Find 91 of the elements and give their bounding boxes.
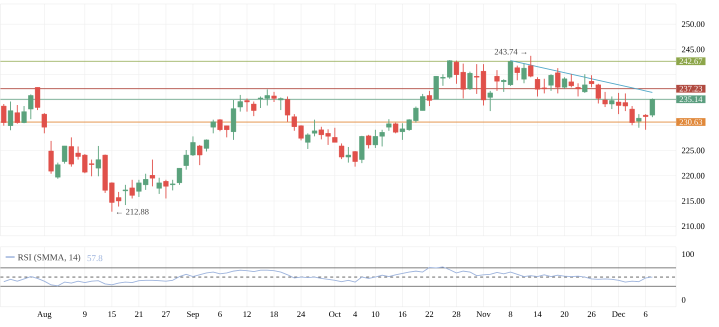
candlestick (568, 74, 574, 88)
annotation: 57.8 (88, 255, 102, 262)
annotation: ← 212.88 (116, 208, 149, 215)
x-tick-label: 4 (353, 311, 358, 318)
x-tick-label: 6 (644, 311, 648, 318)
y-tick-label: 220.00 (682, 172, 704, 179)
x-tick-label: 14 (534, 311, 542, 318)
x-tick-label: 20 (560, 311, 568, 318)
candlestick (346, 146, 351, 164)
candlestick (96, 146, 102, 177)
candlestick (170, 179, 176, 191)
x-tick-label: 21 (135, 311, 143, 318)
candlestick (555, 68, 560, 94)
x-tick-label: 16 (398, 311, 406, 318)
x-tick-label: Dec (612, 311, 626, 318)
candlestick (284, 96, 290, 122)
candlestick (156, 177, 162, 194)
y-tick-label: 250.00 (682, 21, 704, 28)
candlestick (636, 114, 642, 128)
x-tick-label: 10 (372, 311, 380, 318)
x-tick-label: Nov (476, 311, 491, 318)
x-tick-label: Aug (37, 311, 52, 319)
candlestick (494, 70, 500, 92)
x-tick-label: 26 (588, 311, 596, 318)
legend-label: RSI (SMMA, 14) (18, 254, 80, 262)
candlestick (14, 104, 20, 124)
candlestick (1, 104, 6, 126)
candlestick (21, 106, 27, 124)
candlestick (48, 140, 54, 174)
x-tick-label: 18 (270, 311, 278, 318)
candlestick (34, 86, 40, 111)
candlestick (338, 143, 344, 160)
candlestick (596, 83, 601, 104)
ref-line-label: 230.63 (680, 119, 702, 126)
candlestick (210, 119, 216, 134)
candlestick (204, 139, 210, 152)
candlestick (305, 132, 310, 150)
x-tick-label: 28 (452, 311, 460, 318)
x-tick-label: 24 (297, 311, 306, 318)
candlestick (386, 118, 392, 132)
x-tick-label: Sep (187, 311, 199, 319)
candlestick (575, 82, 581, 97)
y-tick-label: 0 (682, 297, 686, 303)
candlestick (642, 114, 648, 130)
candlestick (8, 101, 14, 131)
x-tick-label: 12 (244, 311, 251, 318)
x-tick-label: 15 (108, 311, 116, 318)
candlestick (588, 74, 594, 88)
x-tick-label: 22 (426, 311, 434, 318)
candlestick (426, 90, 432, 107)
candlestick (393, 122, 398, 134)
annotation: 243.74 → (494, 48, 526, 55)
candlestick (251, 101, 256, 117)
candlestick (244, 98, 250, 112)
ref-line-label: 237.23 (680, 86, 702, 92)
x-tick-label: 9 (83, 311, 87, 318)
candlestick (271, 92, 277, 103)
ref-line-label: 242.67 (680, 58, 702, 64)
y-tick-label: 215.00 (682, 198, 704, 204)
y-tick-label: 100 (682, 251, 694, 258)
candlestick (312, 119, 318, 137)
candlestick (366, 134, 372, 150)
x-tick-label: 27 (162, 311, 170, 318)
candlestick (562, 76, 568, 90)
y-tick-label: 245.00 (682, 46, 704, 52)
candlestick (528, 55, 534, 78)
candlestick (467, 71, 473, 90)
candlestick (514, 65, 520, 81)
candlestick (197, 144, 202, 166)
x-tick-label: 8 (508, 311, 512, 318)
candlestick (163, 179, 169, 200)
x-tick-label: 6 (218, 311, 222, 318)
ref-line-label: 235.14 (680, 96, 702, 102)
candlestick (55, 162, 60, 180)
candlestick (352, 150, 358, 168)
candlestick (332, 127, 338, 143)
candlestick (582, 74, 588, 94)
candlestick (42, 112, 47, 134)
candlestick (122, 184, 128, 206)
candlestick (629, 106, 635, 126)
candlestick (176, 168, 182, 186)
candlestick (130, 179, 135, 200)
candlestick (150, 159, 156, 187)
y-tick-label: 210.00 (682, 223, 704, 230)
candlestick (521, 63, 527, 84)
candlestick (548, 74, 554, 92)
candlestick (359, 135, 364, 164)
y-tick-label: 225.00 (682, 148, 704, 154)
x-tick-label: Oct (329, 311, 341, 318)
candlestick (602, 92, 608, 108)
candlestick (62, 146, 68, 164)
